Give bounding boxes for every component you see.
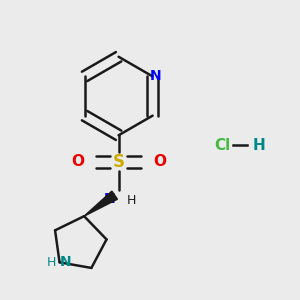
Text: Cl: Cl: [214, 138, 230, 153]
Text: S: S: [112, 153, 124, 171]
Text: O: O: [71, 154, 84, 169]
Text: H: H: [253, 138, 266, 153]
Text: N: N: [104, 192, 116, 206]
Text: H: H: [47, 256, 57, 269]
Text: N: N: [150, 69, 161, 83]
Polygon shape: [84, 191, 117, 216]
Text: N: N: [60, 255, 71, 269]
Text: O: O: [153, 154, 166, 169]
Text: H: H: [126, 194, 136, 207]
